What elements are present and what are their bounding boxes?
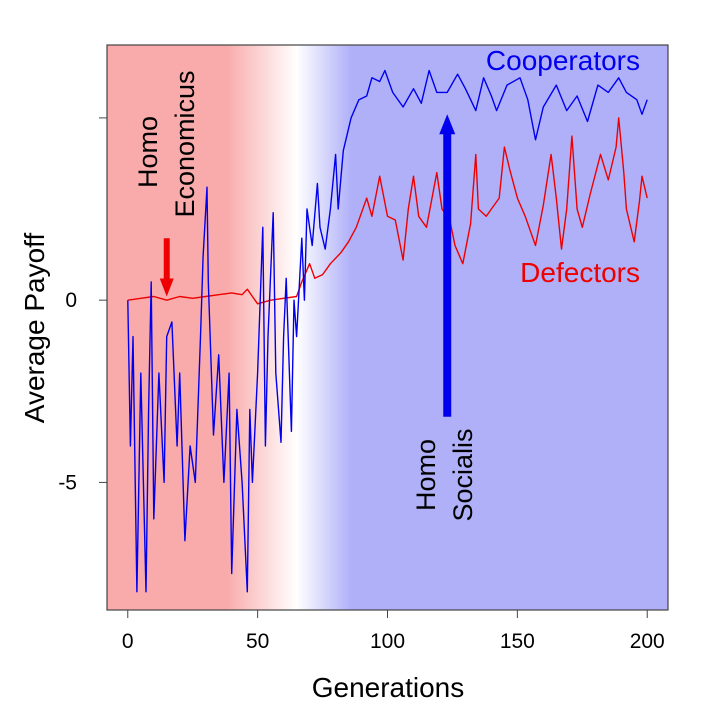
x-tick-label: 150 xyxy=(500,630,535,653)
x-tick-label: 0 xyxy=(122,630,134,653)
homo-socialis-label-line1: Homo xyxy=(411,439,441,511)
homo-economicus-label-line2: Economicus xyxy=(170,70,200,217)
y-axis: -5 0 xyxy=(58,117,107,494)
homo-socialis-label-line2: Socialis xyxy=(448,428,478,521)
y-tick-label: -5 xyxy=(58,471,77,494)
y-axis-label: Average Payoff xyxy=(19,233,50,424)
y-tick-label: 0 xyxy=(65,289,77,312)
x-axis: 0 50 100 150 200 xyxy=(122,610,665,653)
defectors-line xyxy=(127,117,648,305)
cooperators-label: Cooperators xyxy=(486,45,640,76)
x-axis-label: Generations xyxy=(312,672,465,703)
annotations: Homo Economicus Homo Socialis Cooperator… xyxy=(133,45,640,522)
defectors-label: Defectors xyxy=(520,257,640,288)
x-tick-label: 200 xyxy=(630,630,665,653)
homo-economicus-label-line1: Homo xyxy=(133,116,163,188)
x-tick-label: 50 xyxy=(246,630,269,653)
x-tick-label: 100 xyxy=(370,630,405,653)
homo-socialis-arrow-head xyxy=(439,114,456,135)
series-layer xyxy=(127,69,648,593)
homo-economicus-arrow-head xyxy=(159,278,174,297)
cooperators-line xyxy=(127,69,648,593)
